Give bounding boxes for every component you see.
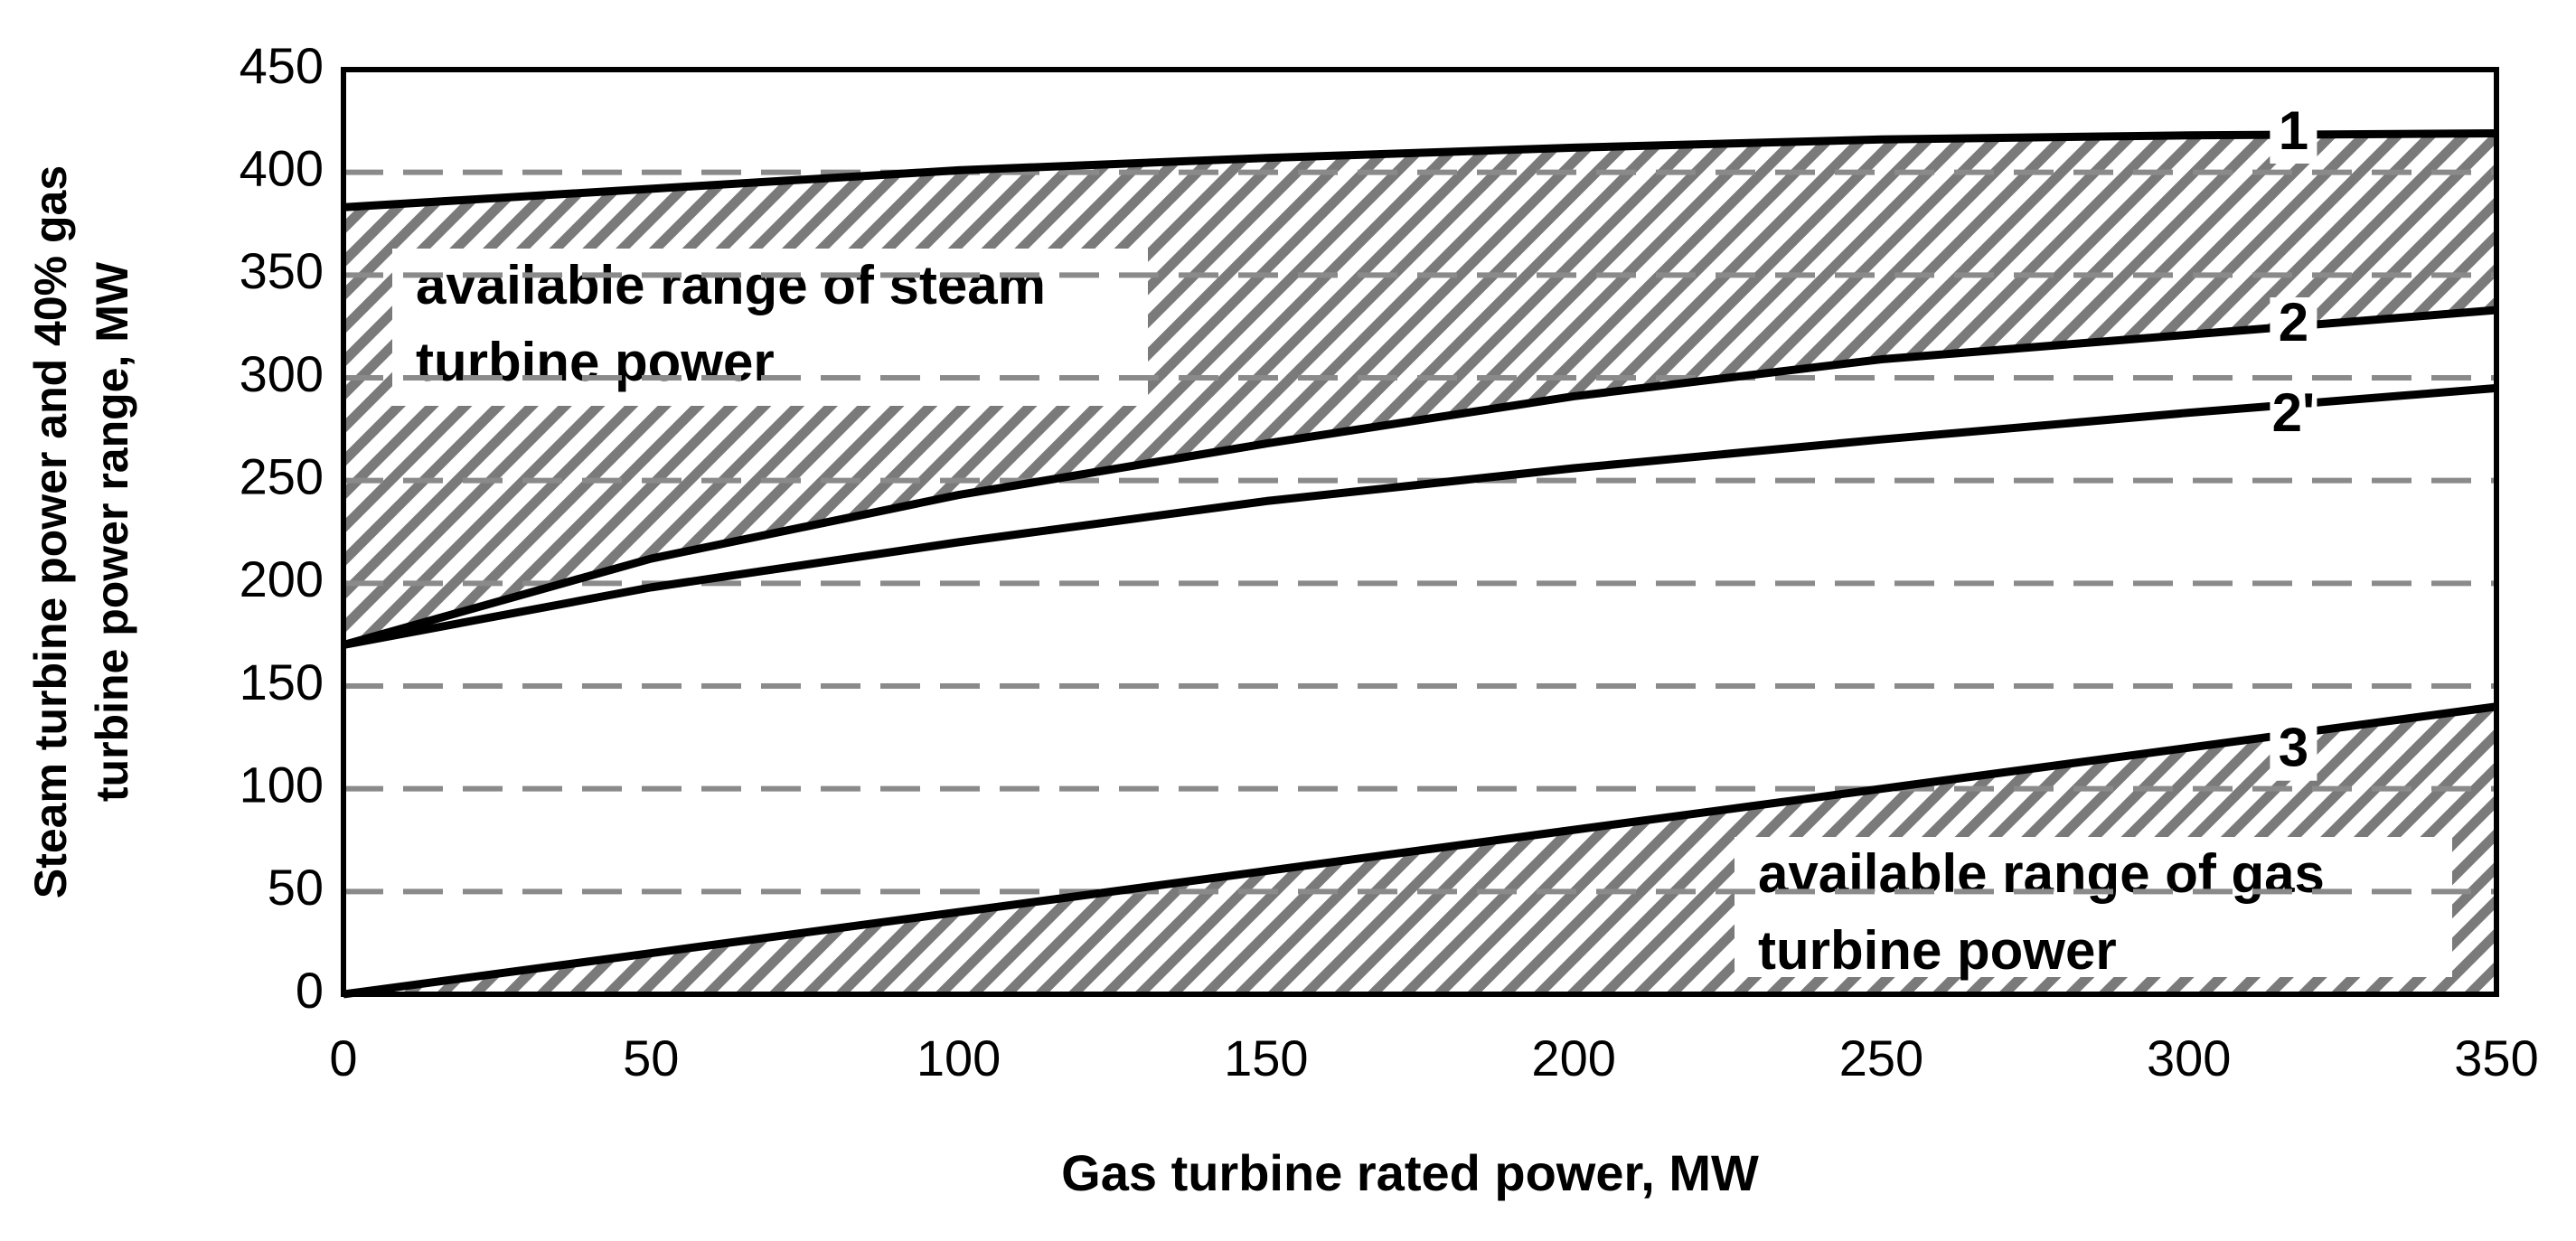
y-tick-label: 450 [240, 37, 324, 94]
x-tick-label: 50 [623, 1029, 679, 1086]
series-label-bg [2270, 296, 2317, 355]
x-tick-label: 250 [1839, 1029, 1923, 1086]
series-label: 2' [2272, 382, 2316, 443]
series-label-bg [2270, 722, 2317, 781]
y-tick-label: 150 [240, 653, 324, 710]
annotation-text: turbine power [1758, 920, 2117, 981]
y-axis-title: turbine power range, MW [87, 261, 137, 802]
y-tick-label: 200 [240, 550, 324, 607]
y-tick-label: 50 [268, 859, 324, 916]
series-label-bg [2270, 388, 2317, 447]
y-axis-title: Steam turbine power and 40% gas [25, 165, 76, 898]
x-tick-label: 200 [1531, 1029, 1615, 1086]
x-tick-label: 350 [2454, 1029, 2538, 1086]
annotation-text: turbine power [416, 332, 775, 392]
y-tick-label: 400 [240, 139, 324, 196]
x-tick-label: 150 [1224, 1029, 1308, 1086]
y-tick-label: 300 [240, 345, 324, 402]
y-tick-label: 100 [240, 756, 324, 813]
x-axis-title: Gas turbine rated power, MW [1061, 1144, 1759, 1201]
x-tick-label: 100 [917, 1029, 1001, 1086]
plot-frame [341, 67, 2499, 997]
annotation-text: available range of steam [416, 255, 1046, 315]
series-label: 3 [2279, 718, 2308, 778]
line [343, 128, 2497, 212]
line [342, 306, 2497, 649]
x-tick-label: 300 [2147, 1029, 2231, 1086]
line [343, 702, 2497, 999]
line [343, 383, 2497, 649]
series-label: 1 [2279, 100, 2308, 161]
y-tick-label: 250 [240, 447, 324, 504]
x-tick-label: 0 [329, 1029, 357, 1086]
series-label-bg [2270, 105, 2317, 164]
y-tick-label: 0 [296, 962, 324, 1019]
y-tick-label: 350 [240, 242, 324, 299]
annotation-box [1735, 837, 2452, 977]
annotation-text: available range of gas [1758, 843, 2325, 904]
series-label: 2 [2279, 292, 2308, 353]
